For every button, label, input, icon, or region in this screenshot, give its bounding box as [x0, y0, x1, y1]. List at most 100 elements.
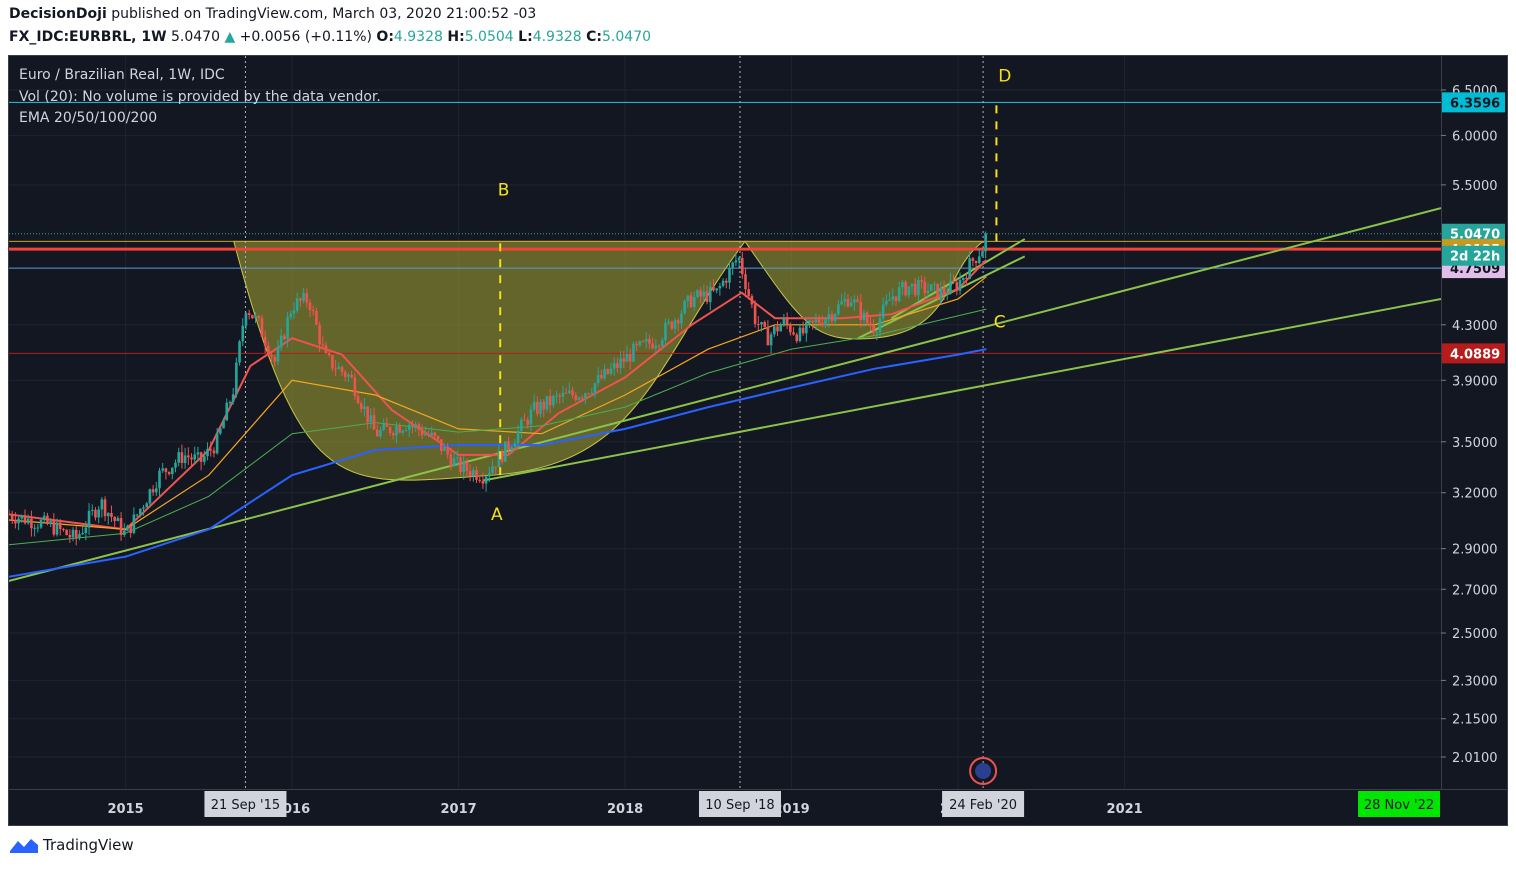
candle-body — [641, 341, 645, 343]
candle-body — [497, 451, 501, 468]
candle-body — [949, 280, 952, 294]
candle-body — [321, 344, 325, 346]
event-icon-inner — [975, 763, 992, 779]
candle-body — [632, 343, 635, 362]
candle-body — [17, 518, 20, 524]
candle-body — [68, 535, 72, 538]
candle-body — [167, 471, 171, 475]
x-tick-label: 2019 — [774, 802, 810, 817]
candle-body — [481, 480, 485, 484]
x-tick-label: 2021 — [1107, 802, 1143, 817]
candle-body — [270, 354, 273, 357]
candle-body — [945, 293, 949, 295]
candle-body — [865, 312, 869, 324]
tradingview-brand[interactable]: TradingView — [9, 836, 134, 854]
candle-body — [439, 439, 443, 451]
candle-body — [106, 512, 110, 517]
candle-body — [590, 392, 594, 394]
candle-body — [760, 322, 763, 325]
candle-body — [808, 320, 811, 323]
chart-frame[interactable]: A B C D 2.0100 2.1500 2.3000 2.5000 2.7000 2.9000… — [8, 55, 1508, 826]
candle-body — [74, 529, 78, 539]
candle-body — [792, 332, 795, 335]
candle-body — [324, 345, 328, 354]
candle-body — [609, 368, 613, 374]
candle-body — [494, 466, 498, 468]
candle-body — [347, 374, 350, 377]
candle-body — [468, 470, 472, 477]
candle-body — [664, 323, 667, 341]
candle-body — [952, 280, 955, 283]
candle-body — [337, 366, 341, 370]
candle-body — [414, 424, 417, 426]
candle-body — [913, 283, 917, 296]
candle-body — [375, 429, 379, 437]
candle-body — [891, 296, 895, 300]
candle-body — [58, 522, 62, 529]
author-name[interactable]: DecisionDoji — [9, 6, 107, 22]
candle-body — [552, 396, 555, 406]
level-5.0470-badge — [1442, 223, 1505, 244]
candle-body — [897, 287, 901, 302]
candle-body — [929, 284, 933, 291]
candle-body — [119, 518, 123, 536]
y-tick-label: 3.2000 — [1452, 487, 1498, 502]
y-tick-label: 6.0000 — [1452, 129, 1498, 144]
candle-body — [981, 251, 984, 257]
candle-body — [78, 534, 81, 539]
candle-body — [821, 323, 824, 326]
candle-body — [628, 353, 632, 362]
candle-body — [260, 317, 264, 337]
candle-body — [430, 432, 433, 436]
candle-body — [529, 409, 533, 425]
candle-body — [343, 371, 347, 377]
candle-body — [196, 452, 200, 455]
candle-body — [14, 519, 17, 524]
candle-body — [526, 419, 530, 425]
candle-body — [888, 299, 891, 301]
candle-body — [251, 314, 254, 319]
candle-body — [206, 448, 209, 457]
candle-body — [356, 396, 360, 404]
candle-body — [340, 366, 344, 372]
marker-21sep15-badge-label: 21 Sep '15 — [211, 798, 280, 813]
candle-body — [411, 424, 414, 426]
tradingview-logo-icon — [10, 839, 38, 853]
candle-body — [885, 300, 888, 305]
price-chart[interactable]: A B C D 2.0100 2.1500 2.3000 2.5000 2.7000 2.9000… — [9, 56, 1507, 825]
candle-body — [961, 277, 965, 281]
candle-body — [308, 302, 312, 310]
candle-body — [318, 324, 321, 345]
candle-body — [94, 509, 97, 518]
annotation-c: C — [994, 312, 1006, 332]
publish-text: published on TradingView.com, March 03, … — [111, 6, 537, 22]
candle-body — [164, 468, 168, 472]
x-tick-label: 2017 — [440, 802, 476, 817]
candle-body — [420, 429, 424, 436]
candle-body — [286, 317, 289, 340]
candle-body — [276, 347, 280, 362]
candle-body — [904, 282, 907, 296]
candle-body — [744, 274, 747, 290]
candle-body — [805, 322, 808, 334]
y-tick-label: 3.9000 — [1452, 374, 1498, 389]
candle-body — [750, 296, 754, 305]
candle-body — [513, 443, 517, 448]
candle-body — [267, 345, 270, 355]
candle-body — [138, 508, 142, 515]
candle-body — [135, 514, 139, 516]
candle-body — [379, 429, 382, 437]
candle-body — [52, 520, 56, 535]
marker-21sep15-badge — [204, 791, 287, 817]
candle-body — [65, 529, 68, 536]
open-value: 4.9328 — [393, 29, 443, 45]
ohlc-bar: FX_IDC:EURBRL, 1W 5.0470 ▲ +0.0056 (+0.1… — [9, 29, 651, 45]
candle-body — [878, 318, 882, 333]
candle-body — [731, 262, 734, 268]
candle-body — [116, 518, 120, 522]
candle-body — [225, 402, 229, 421]
candle-body — [311, 309, 315, 311]
candle-body — [724, 280, 728, 283]
candle-body — [97, 509, 100, 518]
candle-body — [350, 374, 353, 378]
